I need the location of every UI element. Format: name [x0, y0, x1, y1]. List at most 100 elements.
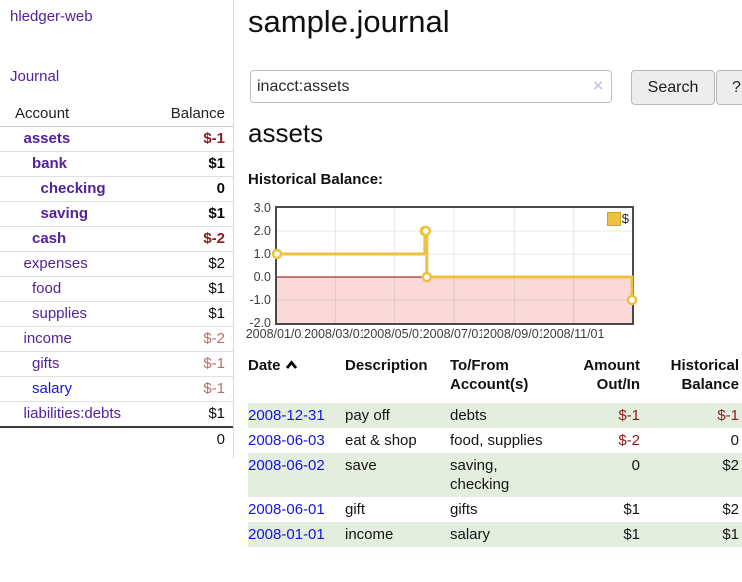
- x-axis-tick-label: 2008/03/01: [303, 327, 368, 342]
- transaction-row: 2008-06-02 save saving, checking 0 $2: [248, 453, 742, 497]
- transaction-date-link[interactable]: 2008-06-02: [248, 457, 325, 474]
- y-axis-tick-label: 2.0: [253, 224, 271, 238]
- account-link[interactable]: assets: [23, 130, 71, 147]
- register-header-amount: Amount Out/In: [583, 357, 640, 393]
- account-row: checking 0: [0, 176, 233, 202]
- account-balance: $-2: [153, 326, 233, 352]
- transaction-balance: 0: [730, 432, 739, 449]
- search-button[interactable]: Search: [631, 70, 715, 105]
- account-link[interactable]: gifts: [32, 355, 60, 372]
- transaction-accounts: debts: [450, 407, 487, 424]
- accounts-table: Account Balance assets $-1 bank $1 checking 0…: [0, 102, 233, 452]
- account-row: saving $1: [0, 201, 233, 227]
- account-row: salary $-1: [0, 376, 233, 402]
- transaction-amount: $-1: [618, 407, 640, 424]
- app-brand-link[interactable]: hledger-web: [10, 8, 93, 25]
- account-link[interactable]: expenses: [23, 255, 88, 272]
- account-link[interactable]: saving: [40, 205, 89, 222]
- transaction-row: 2008-06-03 eat & shop food, supplies $-2 0: [248, 428, 742, 453]
- account-balance: $1: [153, 151, 233, 177]
- register-header-description: Description: [345, 357, 428, 374]
- y-axis-tick-label: 3.0: [253, 201, 271, 215]
- transaction-date-link[interactable]: 2008-12-31: [248, 407, 325, 424]
- account-link[interactable]: bank: [32, 155, 68, 172]
- data-point-marker: [420, 225, 432, 237]
- transaction-accounts: salary: [450, 526, 491, 543]
- sort-ascending-icon: [285, 356, 298, 375]
- data-point-marker: [626, 294, 638, 306]
- transaction-accounts: gifts: [450, 501, 478, 518]
- transaction-description: save: [345, 457, 377, 474]
- transaction-accounts: saving, checking: [450, 457, 510, 493]
- data-point-marker: [421, 271, 433, 283]
- search-box: ×: [250, 70, 612, 103]
- account-link[interactable]: salary: [32, 380, 73, 397]
- account-link[interactable]: supplies: [32, 305, 88, 322]
- account-balance: $-2: [153, 226, 233, 252]
- account-balance: 0: [153, 176, 233, 202]
- transaction-amount: $-2: [618, 432, 640, 449]
- account-link[interactable]: checking: [40, 180, 106, 197]
- account-link[interactable]: liabilities:debts: [23, 405, 122, 422]
- legend-swatch-icon: [606, 211, 621, 226]
- transaction-amount: $1: [623, 501, 640, 518]
- account-row: expenses $2: [0, 251, 233, 277]
- chart-title: Historical Balance:: [248, 171, 384, 188]
- transaction-description: eat & shop: [345, 432, 417, 449]
- accounts-header-row: Account Balance: [0, 102, 233, 127]
- account-balance: $-1: [153, 351, 233, 377]
- transaction-row: 2008-01-01 income salary $1 $1: [248, 522, 742, 547]
- transaction-description: pay off: [345, 407, 390, 424]
- transaction-date-link[interactable]: 2008-01-01: [248, 526, 325, 543]
- account-link[interactable]: cash: [32, 230, 67, 247]
- register-header-accounts: To/From Account(s): [450, 357, 529, 393]
- account-balance: $-1: [153, 376, 233, 402]
- y-axis-tick-label: -2.0: [249, 316, 271, 330]
- transaction-balance: $2: [722, 501, 739, 518]
- y-axis-tick-label: 1.0: [253, 247, 271, 261]
- register-table: Date Description To/From Account(s) Amou…: [248, 356, 742, 547]
- register-header-date: Date: [248, 356, 345, 403]
- legend-series-label: $: [621, 211, 629, 226]
- account-row: liabilities:debts $1: [0, 401, 233, 428]
- account-row: income $-2: [0, 326, 233, 352]
- transaction-date-link[interactable]: 2008-06-01: [248, 501, 325, 518]
- register-header-row: Date Description To/From Account(s) Amou…: [248, 356, 742, 403]
- accounts-header-account: Account: [0, 102, 154, 127]
- transaction-balance: $1: [722, 526, 739, 543]
- transaction-description: gift: [345, 501, 366, 518]
- accounts-total-row: 0: [0, 427, 233, 452]
- account-link[interactable]: food: [32, 280, 62, 297]
- main-content: sample.journal × Search ? assets Histori…: [234, 0, 742, 582]
- account-balance: $1: [153, 276, 233, 302]
- sidebar-item-journal[interactable]: Journal: [10, 68, 60, 85]
- account-balance: $1: [153, 401, 233, 428]
- account-link[interactable]: income: [23, 330, 72, 347]
- account-row: cash $-2: [0, 226, 233, 252]
- help-button[interactable]: ?: [716, 70, 742, 105]
- account-balance: $-1: [153, 126, 233, 152]
- search-row: × Search ?: [250, 70, 742, 105]
- chart-plot-area[interactable]: $: [271, 206, 638, 325]
- negative-region-fill: [277, 277, 632, 323]
- transaction-description: income: [345, 526, 394, 543]
- accounts-header-balance: Balance: [153, 102, 233, 127]
- register-header-balance: Historical Balance: [670, 357, 739, 393]
- sidebar: hledger-web Journal Account Balance asse…: [0, 0, 234, 458]
- account-balance: $1: [153, 301, 233, 327]
- account-row: supplies $1: [0, 301, 233, 327]
- y-axis-tick-label: 0.0: [253, 270, 271, 284]
- chart-legend: $: [606, 211, 629, 226]
- transaction-accounts: food, supplies: [450, 432, 543, 449]
- transaction-row: 2008-12-31 pay off debts $-1 $-1: [248, 403, 742, 428]
- transaction-date-link[interactable]: 2008-06-03: [248, 432, 325, 449]
- transaction-amount: 0: [631, 457, 640, 474]
- account-balance: $1: [153, 201, 233, 227]
- transaction-amount: $1: [623, 526, 640, 543]
- transaction-row: 2008-06-01 gift gifts $1 $2: [248, 497, 742, 522]
- account-row: gifts $-1: [0, 351, 233, 377]
- clear-search-icon[interactable]: ×: [593, 76, 603, 95]
- search-input[interactable]: [257, 72, 587, 101]
- account-row: food $1: [0, 276, 233, 302]
